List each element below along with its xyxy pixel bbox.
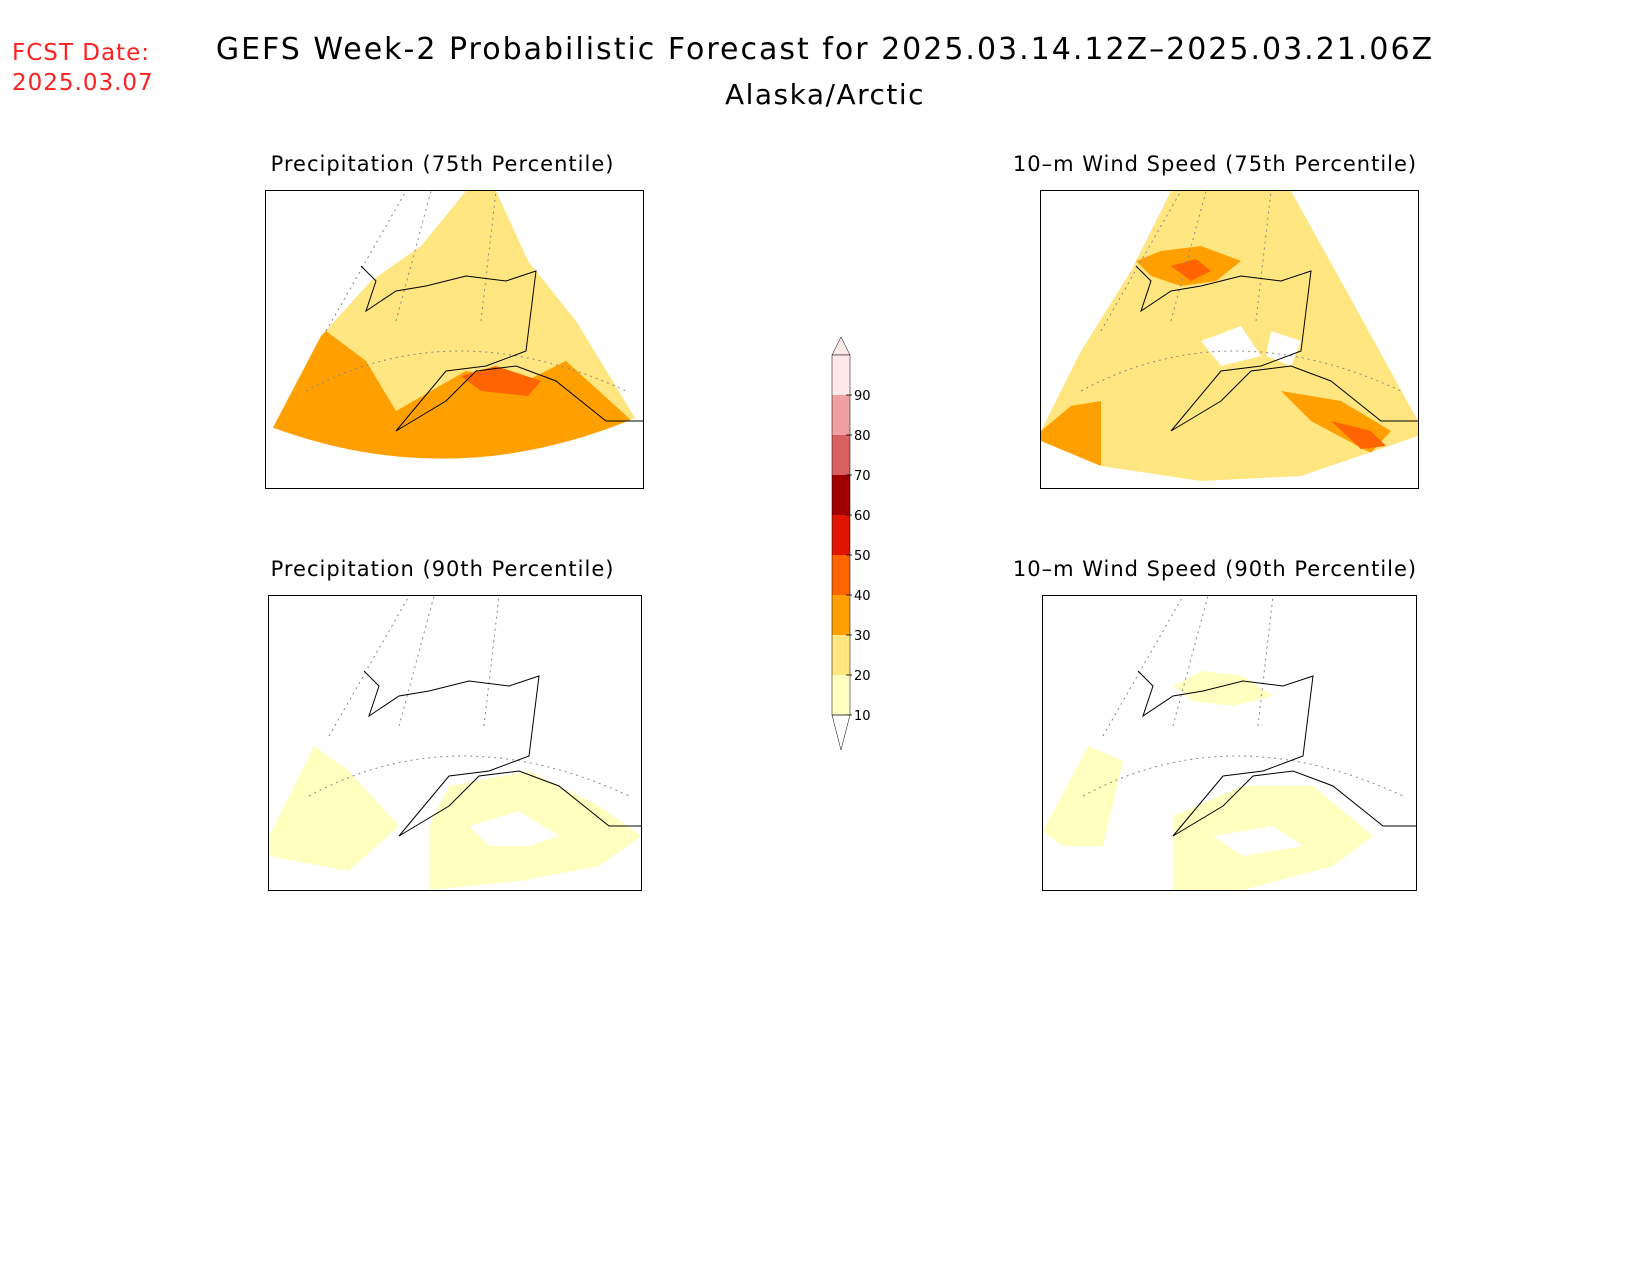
fill-40: [461, 366, 541, 396]
colorbar-label-80: 80: [854, 429, 871, 444]
fill-10: [269, 746, 399, 871]
colorbar-bottom-wedge: [831, 714, 851, 751]
panel-title-precip-75: Precipitation (75th Percentile): [270, 152, 615, 176]
forecast-date-label: FCST Date:: [12, 40, 150, 66]
page-title: GEFS Week-2 Probabilistic Forecast for 2…: [215, 32, 1435, 67]
map-precip-75: [265, 190, 644, 489]
map-wind-75: [1040, 190, 1419, 489]
colorbar-label-20: 20: [854, 669, 871, 684]
forecast-date-value: 2025.03.07: [12, 70, 154, 96]
colorbar-label-30: 30: [854, 629, 871, 644]
alaska-coastline: [360, 265, 643, 432]
colorbar-swatch-40: [832, 555, 850, 595]
forecast-date: FCST Date: 2025.03.07: [12, 38, 154, 98]
alaska-coastline: [1137, 670, 1416, 837]
colorbar-top-wedge: [831, 336, 851, 356]
colorbar-swatch-30: [832, 595, 850, 635]
colorbar-swatch-90: [832, 355, 850, 395]
colorbar-swatch-70: [832, 435, 850, 475]
region-title: Alaska/Arctic: [724, 78, 926, 111]
panel-title-precip-90: Precipitation (90th Percentile): [270, 557, 615, 581]
colorbar-label-10: 10: [854, 709, 871, 724]
map-wind-90: [1042, 595, 1417, 891]
colorbar-label-70: 70: [854, 469, 871, 484]
panel-title-wind-90: 10–m Wind Speed (90th Percentile): [1012, 557, 1418, 581]
panel-title-wind-75: 10–m Wind Speed (75th Percentile): [1012, 152, 1418, 176]
map-precip-90: [268, 595, 642, 891]
colorbar-label-50: 50: [854, 549, 871, 564]
colorbar-swatch-80: [832, 395, 850, 435]
colorbar-swatch-20: [832, 635, 850, 675]
colorbar-label-60: 60: [854, 509, 871, 524]
colorbar-legend: 10 20 30 40 50 60 70 80 90: [820, 335, 900, 759]
colorbar-swatch-60: [832, 475, 850, 515]
alaska-coastline: [363, 670, 641, 837]
colorbar-swatch-10: [832, 675, 850, 715]
colorbar-frame: [831, 354, 851, 716]
colorbar-label-40: 40: [854, 589, 871, 604]
colorbar-label-90: 90: [854, 389, 871, 404]
colorbar-swatch-50: [832, 515, 850, 555]
alaska-coastline: [1135, 265, 1418, 432]
